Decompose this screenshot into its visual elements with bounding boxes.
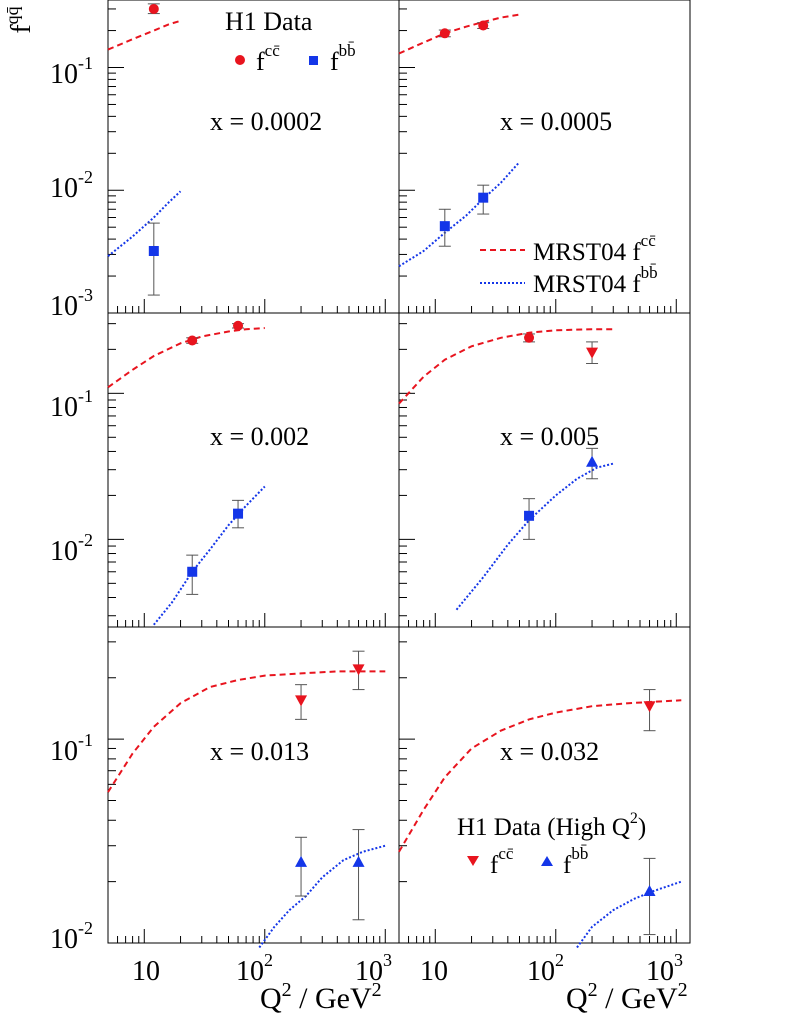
- svg-text:H1 Data: H1 Data: [225, 7, 313, 36]
- panel-x-label: x = 0.002: [210, 422, 309, 451]
- mrst04-cc-curve: [107, 327, 265, 389]
- data-point-bb-marker: [643, 884, 656, 896]
- y-axis-title: fqq̄: [2, 6, 37, 33]
- panel-1: x = 0.0002: [107, 0, 400, 314]
- mrst04-cc-curve: [398, 328, 614, 405]
- data-point-cc-marker: [439, 28, 450, 39]
- x-axis-title-right: Q2 / GeV2: [566, 979, 688, 1015]
- data-point-bb-marker: [233, 508, 244, 519]
- x-tick-label: 103: [646, 950, 683, 987]
- panel-x-label: x = 0.013: [210, 737, 309, 766]
- data-point-bb-marker: [352, 855, 365, 867]
- panel-frame: [107, 312, 400, 628]
- mrst04-bb-curve: [153, 485, 266, 626]
- mrst04-cc-curve: [398, 13, 520, 55]
- mrst04-cc-curve: [107, 19, 181, 51]
- data-point-bb-marker: [148, 245, 159, 256]
- panel-4: x = 0.005: [398, 312, 691, 628]
- panels-group: x = 0.0002 x = 0.0005 x = 0.002 x = 0.005 x …: [50, 0, 691, 987]
- data-point-cc-marker: [295, 695, 308, 707]
- legend-cc-tri-down-marker: [467, 856, 479, 866]
- data-point-cc-marker: [148, 3, 159, 14]
- svg-text:MRST04 fbb̄: MRST04 fbb̄: [533, 263, 658, 298]
- panel-3: x = 0.002: [107, 312, 400, 628]
- x-tick-label: 10: [132, 956, 160, 987]
- data-point-bb-marker: [295, 855, 308, 867]
- y-tick-label: 10-3: [50, 285, 93, 322]
- data-point-cc-marker: [478, 20, 489, 31]
- data-point-bb-marker: [524, 510, 535, 521]
- data-point-bb-marker: [187, 566, 198, 577]
- mrst04-bb-curve: [398, 161, 521, 268]
- panel-5: x = 0.013: [107, 626, 400, 949]
- svg-text:fcc̄: fcc̄: [490, 844, 514, 879]
- legend-mrst04: MRST04 fcc̄ MRST04 fbb̄: [480, 231, 658, 298]
- svg-text:fcc̄: fcc̄: [256, 41, 280, 76]
- legend-cc-marker: [235, 55, 245, 65]
- svg-text:H1 Data (High Q2): H1 Data (High Q2): [457, 810, 646, 841]
- data-point-cc-marker: [352, 664, 365, 676]
- legend-h1-high-q2: H1 Data (High Q2) fcc̄ fbb̄: [457, 810, 646, 879]
- svg-text:MRST04 fcc̄: MRST04 fcc̄: [533, 231, 656, 266]
- data-point-bb-marker: [586, 455, 599, 467]
- legend-h1-data: H1 Data fcc̄ fbb̄: [225, 7, 356, 76]
- panel-2: x = 0.0005: [398, 0, 691, 314]
- panel-x-label: x = 0.0005: [500, 107, 612, 136]
- mrst04-bb-curve: [107, 190, 182, 257]
- svg-text:fbb̄: fbb̄: [563, 844, 588, 879]
- x-tick-label: 102: [236, 950, 273, 987]
- legend-bb-marker: [309, 56, 318, 65]
- data-point-bb-marker: [478, 192, 489, 203]
- panel-frame: [398, 312, 691, 628]
- mrst04-bb-curve: [258, 844, 386, 949]
- mrst04-cc-curve: [398, 699, 682, 853]
- data-point-cc-marker: [233, 320, 244, 331]
- y-tick-label: 10-2: [50, 167, 93, 204]
- data-point-cc-marker: [187, 335, 198, 346]
- data-point-bb-marker: [439, 221, 450, 232]
- y-tick-label: 10-1: [50, 53, 93, 90]
- y-tick-label: 10-2: [50, 530, 93, 567]
- panel-frame: [107, 626, 400, 944]
- svg-text:fqq̄: fqq̄: [2, 6, 37, 33]
- x-axis-title-left: Q2 / GeV2: [260, 979, 382, 1015]
- data-point-cc-marker: [643, 701, 656, 713]
- y-tick-label: 10-1: [50, 386, 93, 423]
- panel-6: x = 0.032: [398, 626, 691, 949]
- mrst04-cc-curve: [107, 670, 386, 793]
- panel-x-label: x = 0.0002: [210, 107, 322, 136]
- mrst04-bb-curve: [576, 880, 682, 949]
- panel-x-label: x = 0.032: [500, 737, 599, 766]
- y-tick-label: 10-1: [50, 730, 93, 767]
- mrst04-bb-curve: [455, 462, 614, 611]
- y-tick-label: 10-2: [50, 918, 93, 955]
- x-tick-label: 103: [355, 950, 392, 987]
- data-point-cc-marker: [586, 347, 599, 359]
- data-point-cc-marker: [524, 332, 535, 343]
- x-tick-label: 10: [420, 956, 448, 987]
- svg-text:fbb̄: fbb̄: [330, 41, 356, 76]
- panel-x-label: x = 0.005: [500, 422, 599, 451]
- legend-bb-tri-up-marker: [541, 856, 553, 866]
- x-tick-label: 102: [527, 950, 564, 987]
